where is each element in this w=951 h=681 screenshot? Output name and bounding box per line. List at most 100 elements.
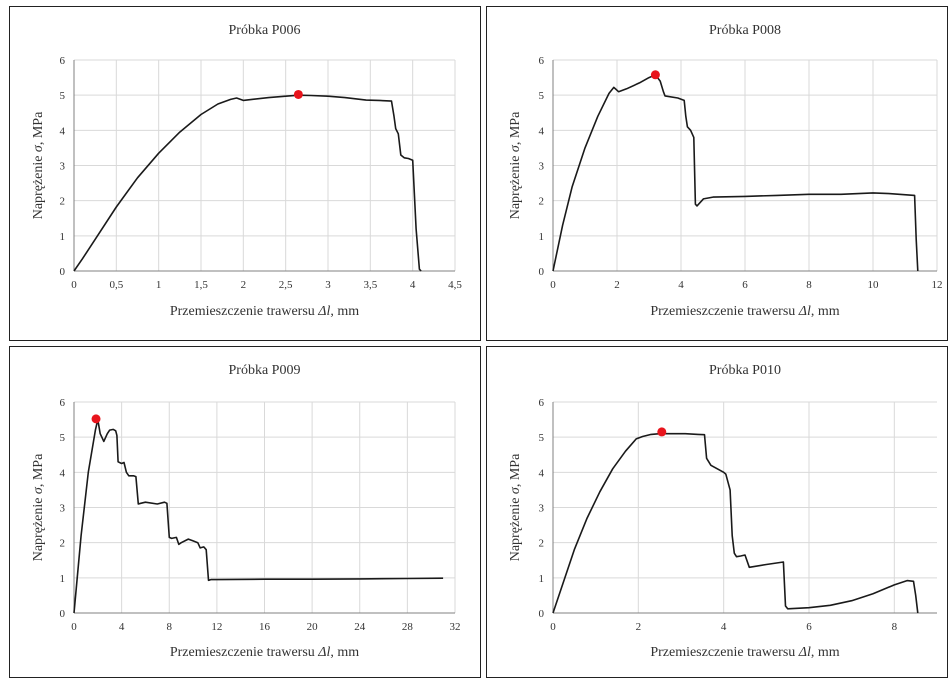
y-tick-label: 2	[60, 196, 66, 208]
x-tick-label: 4	[119, 621, 125, 633]
x-tick-label: 16	[259, 621, 271, 633]
y-tick-label: 5	[60, 90, 66, 102]
x-tick-label: 32	[450, 621, 461, 633]
y-tick-label: 6	[539, 397, 545, 409]
y-axis-label-unit: , MPa	[508, 111, 523, 145]
y-tick-label: 5	[60, 432, 66, 444]
peak-stress-marker	[293, 89, 303, 99]
x-tick-label: 0,5	[109, 279, 123, 291]
x-tick-label: 0	[550, 621, 556, 633]
y-tick-label: 2	[60, 538, 66, 550]
x-axis-label-symbol: Δl	[317, 645, 330, 660]
y-axis-label-unit: , MPa	[508, 453, 523, 487]
y-axis-label-unit: , MPa	[31, 453, 46, 487]
y-tick-label: 0	[539, 608, 545, 620]
chart-title: Próbka P010	[709, 363, 781, 378]
x-axis-label-unit: , mm	[811, 304, 840, 319]
x-axis-label-symbol: Δl	[798, 304, 811, 319]
x-axis-label-text: Przemieszczenie trawersu	[650, 645, 798, 660]
y-axis-label: Naprężenie σ, MPa	[31, 453, 46, 561]
chart-p006: Próbka P006 0 0,5 1 1,5 2 2,5 3 3,5 4 4,5 0 1 2 3 4 5 6 Pr…	[31, 23, 462, 319]
x-tick-label: 6	[742, 279, 748, 291]
x-axis-label: Przemieszczenie trawersu Δl, mm	[170, 645, 359, 660]
y-tick-label: 0	[60, 608, 66, 620]
stress-displacement-line	[73, 418, 444, 614]
x-tick-label: 6	[806, 621, 812, 633]
y-tick-label: 4	[60, 125, 66, 137]
chart-panel-p008: Próbka P008 0 2 4 6 8 10 12 0 1 2 3 4 5 6 Przemieszczen…	[486, 6, 948, 341]
x-axis-label-symbol: Δl	[317, 304, 330, 319]
chart-panel-p006: Próbka P006 0 0,5 1 1,5 2 2,5 3 3,5 4 4,5 0 1 2 3 4 5 6 Pr…	[9, 6, 481, 341]
x-axis-label-unit: , mm	[811, 645, 840, 660]
x-tick-label: 8	[806, 279, 812, 291]
y-tick-label: 4	[60, 467, 66, 479]
x-tick-label: 4	[410, 279, 416, 291]
x-axis-label-text: Przemieszczenie trawersu	[650, 304, 798, 319]
x-axis-label-unit: , mm	[330, 304, 359, 319]
x-tick-label: 10	[868, 279, 880, 291]
chart-title: Próbka P006	[229, 23, 301, 38]
x-tick-label: 0	[550, 279, 556, 291]
x-tick-label: 0	[71, 621, 77, 633]
x-tick-label: 8	[167, 621, 173, 633]
y-axis-label-text: Naprężenie	[31, 152, 46, 219]
y-tick-label: 3	[60, 503, 66, 515]
y-tick-label: 5	[539, 90, 545, 102]
x-axis-label-text: Przemieszczenie trawersu	[170, 645, 318, 660]
y-axis-label-symbol: σ	[508, 144, 523, 152]
x-axis-label: Przemieszczenie trawersu Δl, mm	[650, 304, 839, 319]
x-axis-label: Przemieszczenie trawersu Δl, mm	[170, 304, 359, 319]
x-axis-label-unit: , mm	[330, 645, 359, 660]
x-tick-label: 3	[325, 279, 331, 291]
x-axis-label: Przemieszczenie trawersu Δl, mm	[650, 645, 839, 660]
y-tick-label: 2	[539, 538, 545, 550]
x-tick-label: 2	[636, 621, 642, 633]
x-tick-label: 20	[307, 621, 319, 633]
peak-stress-marker	[650, 70, 660, 80]
y-tick-label: 3	[60, 161, 66, 173]
chart-title: Próbka P009	[229, 363, 301, 378]
x-tick-label: 1	[156, 279, 162, 291]
y-tick-label: 1	[539, 231, 545, 243]
peak-stress-marker	[91, 414, 101, 424]
y-tick-label: 6	[60, 55, 66, 67]
y-tick-label: 2	[539, 196, 545, 208]
y-tick-label: 0	[539, 266, 545, 278]
y-axis-label: Naprężenie σ, MPa	[31, 111, 46, 219]
y-tick-label: 3	[539, 503, 545, 515]
stress-displacement-line	[552, 432, 919, 614]
y-tick-label: 6	[539, 55, 545, 67]
chart-panel-p010: Próbka P010 0 2 4 6 8 0 1 2 3 4 5 6 Przemieszczenie t…	[486, 346, 948, 678]
y-axis-label-symbol: σ	[31, 144, 46, 152]
y-tick-label: 4	[539, 125, 545, 137]
stress-displacement-line	[552, 74, 919, 272]
x-tick-label: 4	[721, 621, 727, 633]
x-tick-label: 4,5	[448, 279, 462, 291]
x-tick-label: 2	[241, 279, 247, 291]
y-axis-label-unit: , MPa	[31, 111, 46, 145]
x-tick-label: 12	[211, 621, 222, 633]
y-tick-label: 0	[60, 266, 66, 278]
peak-stress-marker	[657, 427, 667, 437]
y-tick-label: 1	[539, 573, 545, 585]
y-axis-label: Naprężenie σ, MPa	[508, 111, 523, 219]
x-tick-label: 2,5	[279, 279, 293, 291]
y-axis-label-text: Naprężenie	[508, 152, 523, 219]
y-tick-label: 1	[60, 573, 66, 585]
x-tick-label: 12	[932, 279, 943, 291]
y-axis-label-symbol: σ	[31, 486, 46, 494]
x-tick-label: 1,5	[194, 279, 208, 291]
chart-p010: Próbka P010 0 2 4 6 8 0 1 2 3 4 5 6 Przemieszczenie t…	[508, 363, 937, 660]
stress-displacement-line	[73, 94, 422, 272]
y-tick-label: 4	[539, 467, 545, 479]
x-axis-label-symbol: Δl	[798, 645, 811, 660]
y-tick-label: 6	[60, 397, 66, 409]
chart-title: Próbka P008	[709, 23, 781, 38]
y-axis-label-symbol: σ	[508, 486, 523, 494]
x-tick-label: 28	[402, 621, 414, 633]
x-tick-label: 3,5	[363, 279, 377, 291]
y-axis-label-text: Naprężenie	[508, 494, 523, 561]
x-tick-label: 8	[892, 621, 898, 633]
chart-panel-p009: Próbka P009 0 4 8 12 16 20 24 28 32 0 1 2 3 4 5 6 Przemie…	[9, 346, 481, 678]
